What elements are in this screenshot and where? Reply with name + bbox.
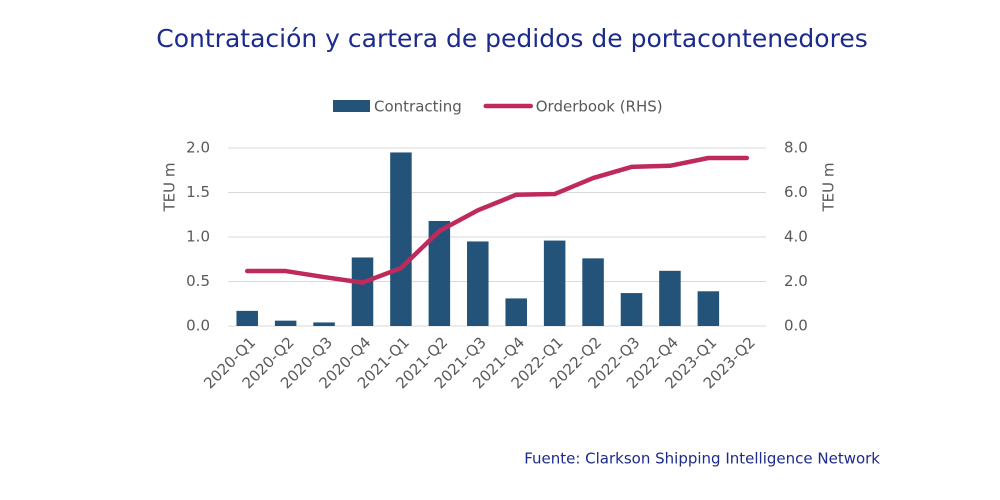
bar <box>313 322 335 326</box>
bar <box>659 270 681 326</box>
bar <box>390 152 412 326</box>
bar <box>351 257 374 326</box>
y2-tick-label: 2.0 <box>784 272 808 290</box>
line <box>244 155 750 285</box>
y-tick-label: 1.0 <box>186 228 210 246</box>
bar <box>467 241 489 326</box>
y-tick-label: 0.5 <box>186 272 210 290</box>
bar <box>582 258 604 326</box>
y2-tick-label: 4.0 <box>784 228 808 246</box>
legend-label: Orderbook (RHS) <box>536 98 663 116</box>
chart-title: Contratación y cartera de pedidos de por… <box>156 24 867 53</box>
bar <box>428 220 451 326</box>
y-tick-label: 2.0 <box>186 139 210 157</box>
y-tick-label: 1.5 <box>186 183 210 201</box>
bar <box>697 291 720 326</box>
legend-swatch <box>333 100 370 112</box>
bar <box>620 293 643 326</box>
source-note: Fuente: Clarkson Shipping Intelligence N… <box>524 450 880 468</box>
y-axis-title: TEU m <box>161 163 179 213</box>
y2-axis-title: TEU m <box>820 163 838 213</box>
y-tick-label: 0.0 <box>186 317 210 335</box>
y2-tick-label: 6.0 <box>784 183 808 201</box>
y2-tick-label: 8.0 <box>784 139 808 157</box>
bar <box>236 310 258 326</box>
bar <box>543 240 566 326</box>
y2-tick-label: 0.0 <box>784 317 808 335</box>
bar <box>505 298 527 326</box>
bar <box>274 320 297 326</box>
legend-label: Contracting <box>374 98 462 116</box>
